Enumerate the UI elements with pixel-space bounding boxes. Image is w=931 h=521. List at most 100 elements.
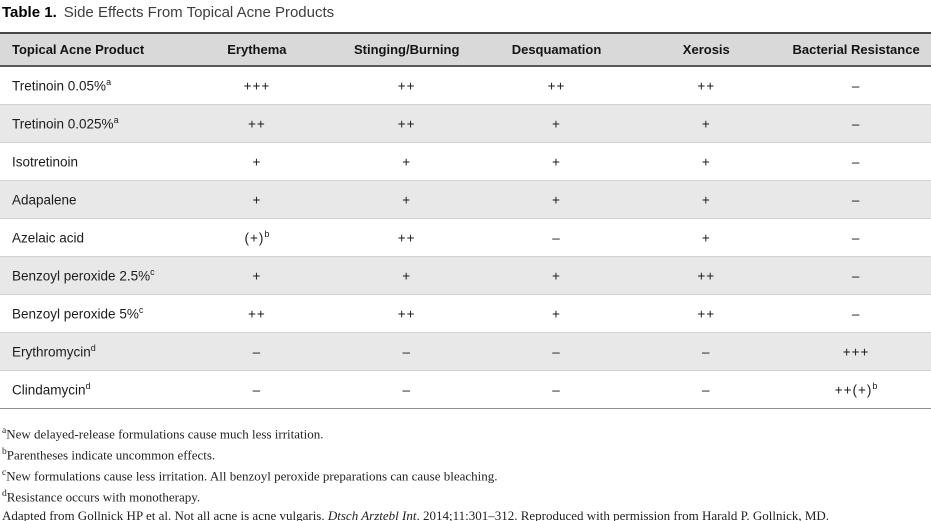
product-cell: Benzoyl peroxide 2.5%c xyxy=(0,255,182,295)
cell-value: ++ xyxy=(248,306,266,322)
table-cell: + xyxy=(631,218,782,257)
footnote-marker: d xyxy=(90,342,96,353)
cell-value: – xyxy=(252,344,262,360)
cell-value: + xyxy=(701,230,711,246)
cell-value: – xyxy=(851,116,861,132)
cell-value: + xyxy=(402,154,412,170)
footnote-d: dResistance occurs with monotherapy. xyxy=(2,485,931,506)
table-cell: – xyxy=(781,179,931,219)
cell-value: + xyxy=(552,306,561,322)
cell-value: + xyxy=(252,268,262,284)
col-header-product: Topical Acne Product xyxy=(0,32,182,67)
table-cell: + xyxy=(182,255,332,295)
table-caption: Side Effects From Topical Acne Products xyxy=(63,4,335,21)
table-row: Adapalene + + + + – xyxy=(0,179,931,219)
table-cell: + xyxy=(481,179,632,219)
table-cell: + xyxy=(331,255,482,295)
footnote-c: cNew formulations cause less irritation.… xyxy=(2,464,931,485)
table-cell: ++ xyxy=(331,66,482,105)
footnote-b: bParentheses indicate uncommon effects. xyxy=(2,443,931,464)
table-cell: +++ xyxy=(182,66,332,105)
footnote-marker: d xyxy=(85,380,91,391)
footnote-marker: a xyxy=(106,77,112,87)
col-header-stinging-burning: Stinging/Burning xyxy=(331,32,482,67)
product-name: Isotretinoin xyxy=(12,154,79,170)
footnote-marker: b xyxy=(2,446,7,457)
footnote-marker: a xyxy=(2,425,7,436)
footnote-marker: c xyxy=(150,266,155,277)
footnote-marker: c xyxy=(138,304,144,315)
table-cell: ++ xyxy=(331,218,482,257)
table-cell: + xyxy=(631,179,782,219)
product-cell: Tretinoin 0.05%a xyxy=(0,66,182,105)
table-cell: ++(+)b xyxy=(781,370,931,409)
table-cell: – xyxy=(481,370,632,409)
table-cell: ++ xyxy=(182,294,332,333)
table-cell: – xyxy=(781,66,931,105)
cell-value: + xyxy=(701,192,711,208)
footnotes-block: aNew delayed-release formulations cause … xyxy=(0,422,931,521)
col-header-xerosis: Xerosis xyxy=(631,32,782,67)
table-cell: + xyxy=(481,142,632,181)
cell-value: + xyxy=(552,154,561,170)
table-cell: ++ xyxy=(331,103,482,143)
cell-value: + xyxy=(402,268,412,284)
table-cell: ++ xyxy=(182,103,332,143)
table-cell: – xyxy=(481,331,632,371)
cell-value: – xyxy=(851,154,861,170)
cell-value: + xyxy=(701,116,711,132)
table-cell: ++ xyxy=(481,66,632,105)
cell-value: ++ xyxy=(397,116,416,132)
cell-value: – xyxy=(702,382,711,398)
cell-value: – xyxy=(702,344,711,360)
cell-value: + xyxy=(701,154,711,170)
cell-value: ++ xyxy=(397,306,416,322)
col-header-desquamation: Desquamation xyxy=(481,32,632,67)
product-cell: Clindamycind xyxy=(0,370,182,409)
cell-value: ++ xyxy=(397,230,416,246)
cell-value: – xyxy=(851,78,861,94)
footnote-text: Parentheses indicate uncommon effects. xyxy=(6,447,216,463)
cell-value: ++ xyxy=(697,306,716,322)
table-row: Benzoyl peroxide 2.5%c + + + ++ – xyxy=(0,255,931,295)
table-cell: + xyxy=(331,179,482,219)
product-name: Erythromycin xyxy=(12,344,91,360)
cell-value: – xyxy=(402,382,411,398)
product-name: Adapalene xyxy=(12,192,77,208)
table-cell: – xyxy=(781,294,931,333)
cell-value: + xyxy=(252,192,262,208)
table-cell: – xyxy=(781,103,931,143)
table-row: Azelaic acid (+)b ++ – + – xyxy=(0,218,931,257)
cell-value: ++ xyxy=(697,268,716,284)
cell-value: – xyxy=(851,230,861,246)
table-cell: – xyxy=(182,331,332,371)
citation-text: Adapted from Gollnick HP et al. Not all … xyxy=(2,507,328,521)
table-cell: + xyxy=(331,142,482,181)
table-cell: (+)b xyxy=(182,218,332,257)
table-cell: ++ xyxy=(631,294,782,333)
footnote-marker: b xyxy=(264,228,270,239)
table-row: Isotretinoin + + + + – xyxy=(0,142,931,181)
product-cell: Adapalene xyxy=(0,179,182,219)
product-name: Benzoyl peroxide 2.5% xyxy=(12,268,151,284)
table-cell: ++ xyxy=(331,294,482,333)
product-cell: Tretinoin 0.025%a xyxy=(0,103,182,143)
table-cell: + xyxy=(182,179,332,219)
table-row: Benzoyl peroxide 5%c ++ ++ + ++ – xyxy=(0,294,931,333)
product-name: Benzoyl peroxide 5% xyxy=(12,306,139,322)
table-cell: – xyxy=(781,142,931,181)
table-cell: ++ xyxy=(631,66,782,105)
product-name: Tretinoin 0.025% xyxy=(12,116,114,132)
cell-value: ++(+) xyxy=(834,382,873,398)
table-number-label: Table 1. xyxy=(2,4,57,21)
cell-value: ++ xyxy=(547,78,566,94)
cell-value: – xyxy=(552,344,561,360)
cell-value: +++ xyxy=(842,344,870,360)
cell-value: + xyxy=(552,116,561,132)
cell-value: ++ xyxy=(697,78,716,94)
col-header-erythema: Erythema xyxy=(182,32,332,67)
cell-value: ++ xyxy=(248,116,266,132)
table-cell: – xyxy=(781,255,931,295)
cell-value: +++ xyxy=(243,78,271,94)
footnote-a: aNew delayed-release formulations cause … xyxy=(2,422,931,443)
